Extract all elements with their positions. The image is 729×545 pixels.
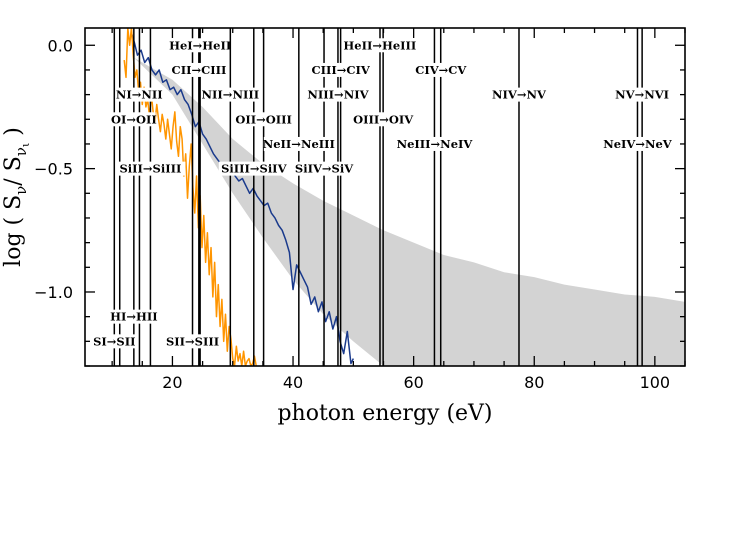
uncertainty-band	[133, 57, 685, 366]
ionization-lines	[113, 28, 643, 366]
series-line-0	[130, 32, 355, 365]
ionization-label-bg	[201, 87, 259, 102]
ionization-label-bg	[344, 38, 415, 53]
ionization-label: HeII→HeIII	[343, 38, 416, 52]
ionization-label-bg	[115, 161, 186, 176]
series-line-1	[123, 28, 257, 366]
svg-text:log ( Sν/ Sνι ): log ( Sν/ Sνι )	[1, 127, 32, 267]
y-tick-label: −1.0	[34, 283, 73, 302]
ionization-label-bg	[312, 62, 370, 77]
ionization-label: OI→OII	[111, 112, 157, 126]
ionization-label: HeI→HeII	[169, 38, 231, 52]
ionization-label-bg	[620, 87, 664, 102]
ionization-label-bg	[164, 334, 221, 349]
ionization-label: NeIII→NeIV	[397, 137, 474, 151]
x-tick-label: 80	[524, 373, 544, 392]
ionization-label-bg	[112, 112, 156, 127]
ionization-label-bg	[354, 112, 412, 127]
ionization-label: CIII→CIV	[311, 63, 370, 77]
ionization-label-bg	[171, 38, 229, 53]
band-area	[133, 57, 685, 366]
ionization-label: CIV→CV	[415, 63, 467, 77]
ionization-label: NeIV→NeV	[603, 137, 673, 151]
ionization-label-bg	[235, 112, 293, 127]
plot-frame	[84, 27, 686, 367]
ionization-label: SiIV→SiV	[295, 162, 354, 176]
y-axis-title: log ( Sν/ Sνι )	[1, 127, 32, 267]
ionization-label: HI→HII	[110, 310, 158, 324]
axis-ticks	[85, 28, 686, 367]
ionization-label-bg	[112, 309, 156, 324]
ionization-label: SiIII→SiIV	[221, 162, 288, 176]
x-tick-label: 20	[162, 373, 182, 392]
ionization-label: NIII→NIV	[307, 88, 369, 102]
x-tick-label: 100	[640, 373, 671, 392]
ionization-label-bg	[418, 62, 463, 77]
ionization-label-bg	[295, 161, 353, 176]
ionization-label: SI→SII	[93, 334, 135, 348]
x-axis-title: photon energy (eV)	[277, 401, 492, 426]
x-tick-label: 60	[403, 373, 423, 392]
ionization-label: OIII→OIV	[353, 112, 414, 126]
ionization-label: OII→OIII	[235, 112, 292, 126]
ionization-label: NIV→NV	[492, 88, 547, 102]
ionization-label-bg	[263, 136, 334, 151]
x-tick-label: 40	[283, 373, 303, 392]
ionization-labels: HeI→HeII HeII→HeIII CII→CIII CIII→CIV CIV→CV…	[92, 38, 673, 349]
ionization-label-bg	[92, 334, 137, 349]
ionization-label-bg	[218, 161, 289, 176]
ionization-label: NII→NIII	[202, 88, 260, 102]
tick-labels: 20 40 60 80 100 0.0 −0.5 −1.0	[34, 36, 670, 392]
ionization-label: CII→CIII	[172, 63, 227, 77]
ionization-label-bg	[609, 136, 666, 151]
ionization-label: NI→NII	[116, 88, 163, 102]
y-tick-label: −0.5	[34, 160, 73, 179]
ionization-label: NV→NVI	[615, 88, 669, 102]
ionization-label-bg	[170, 62, 228, 77]
ionization-label: SiII→SiIII	[119, 162, 181, 176]
ionization-label-bg	[117, 87, 162, 102]
ionization-label-bg	[497, 87, 541, 102]
ionization-label-bg	[309, 87, 367, 102]
y-tick-label: 0.0	[48, 36, 73, 55]
ionization-label-bg	[399, 136, 470, 151]
series-lines	[123, 28, 355, 366]
ionization-label: NeII→NeIII	[263, 137, 335, 151]
ionization-label: SII→SIII	[166, 334, 219, 348]
